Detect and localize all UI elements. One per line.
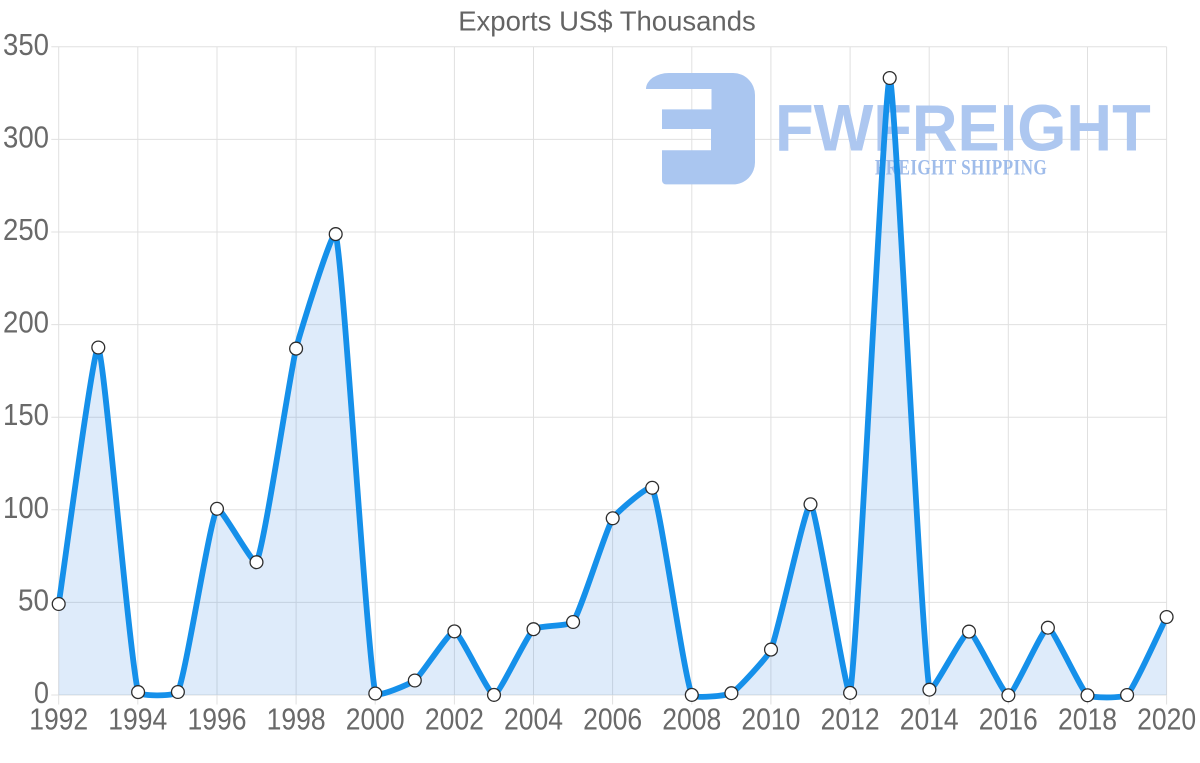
svg-text:2012: 2012: [821, 702, 880, 737]
svg-text:1992: 1992: [29, 702, 88, 737]
svg-text:0: 0: [34, 675, 49, 710]
svg-text:FWFREIGHT: FWFREIGHT: [775, 91, 1151, 165]
svg-text:150: 150: [3, 397, 49, 432]
svg-text:2004: 2004: [504, 702, 563, 737]
svg-text:300: 300: [3, 119, 49, 154]
svg-text:2006: 2006: [583, 702, 642, 737]
svg-text:1994: 1994: [108, 702, 167, 737]
svg-text:1996: 1996: [188, 702, 247, 737]
svg-text:250: 250: [3, 212, 49, 247]
svg-text:2020: 2020: [1137, 702, 1196, 737]
svg-text:200: 200: [3, 305, 49, 340]
svg-text:1998: 1998: [267, 702, 326, 737]
svg-text:350: 350: [3, 27, 49, 62]
svg-text:FREIGHT SHIPPING: FREIGHT SHIPPING: [875, 156, 1047, 181]
svg-text:2018: 2018: [1058, 702, 1117, 737]
svg-text:2010: 2010: [741, 702, 800, 737]
svg-text:2002: 2002: [425, 702, 484, 737]
svg-text:50: 50: [18, 582, 49, 617]
svg-text:2014: 2014: [900, 702, 959, 737]
svg-text:2000: 2000: [346, 702, 405, 737]
svg-text:2016: 2016: [979, 702, 1038, 737]
svg-text:Exports US$ Thousands: Exports US$ Thousands: [458, 6, 756, 37]
svg-text:2008: 2008: [662, 702, 721, 737]
svg-text:100: 100: [3, 490, 49, 525]
